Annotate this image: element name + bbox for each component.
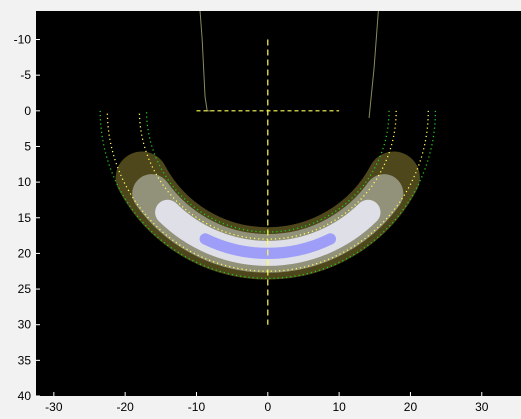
boundary-curve-2: [368, 11, 379, 118]
x-tick-label: 20: [404, 400, 418, 414]
y-tick-label: 25: [18, 282, 32, 296]
plot-content: [99, 11, 437, 325]
x-axis-ticks: -30 -20 -10 0 10 20 30: [45, 392, 489, 414]
y-tick-label: 0: [24, 104, 31, 118]
y-tick-label: -10: [14, 33, 32, 47]
x-tick-label: 0: [264, 400, 271, 414]
x-tick-label: -20: [116, 400, 134, 414]
y-tick-label: 15: [18, 211, 32, 225]
x-tick-label: 30: [475, 400, 489, 414]
boundary-curves: [199, 11, 379, 118]
boundary-curve-1: [199, 11, 211, 112]
arc-outer-green: [99, 110, 437, 279]
plot-area: [36, 11, 521, 396]
y-tick-label: -5: [20, 68, 31, 82]
y-tick-label: 10: [18, 175, 32, 189]
y-axis-ticks: -10 -5 0 5 10 15 20 25 30 35 40: [14, 33, 40, 403]
y-tick-label: 20: [18, 246, 32, 260]
y-tick-label: 5: [24, 139, 31, 153]
arc-overlays: [99, 110, 437, 279]
y-tick-label: 35: [18, 353, 32, 367]
crosshair-lines: [196, 39, 340, 325]
y-tick-label: 40: [18, 389, 32, 403]
x-tick-label: -30: [45, 400, 63, 414]
y-tick-label: 30: [18, 318, 32, 332]
x-tick-label: 10: [332, 400, 346, 414]
x-tick-label: -10: [188, 400, 206, 414]
